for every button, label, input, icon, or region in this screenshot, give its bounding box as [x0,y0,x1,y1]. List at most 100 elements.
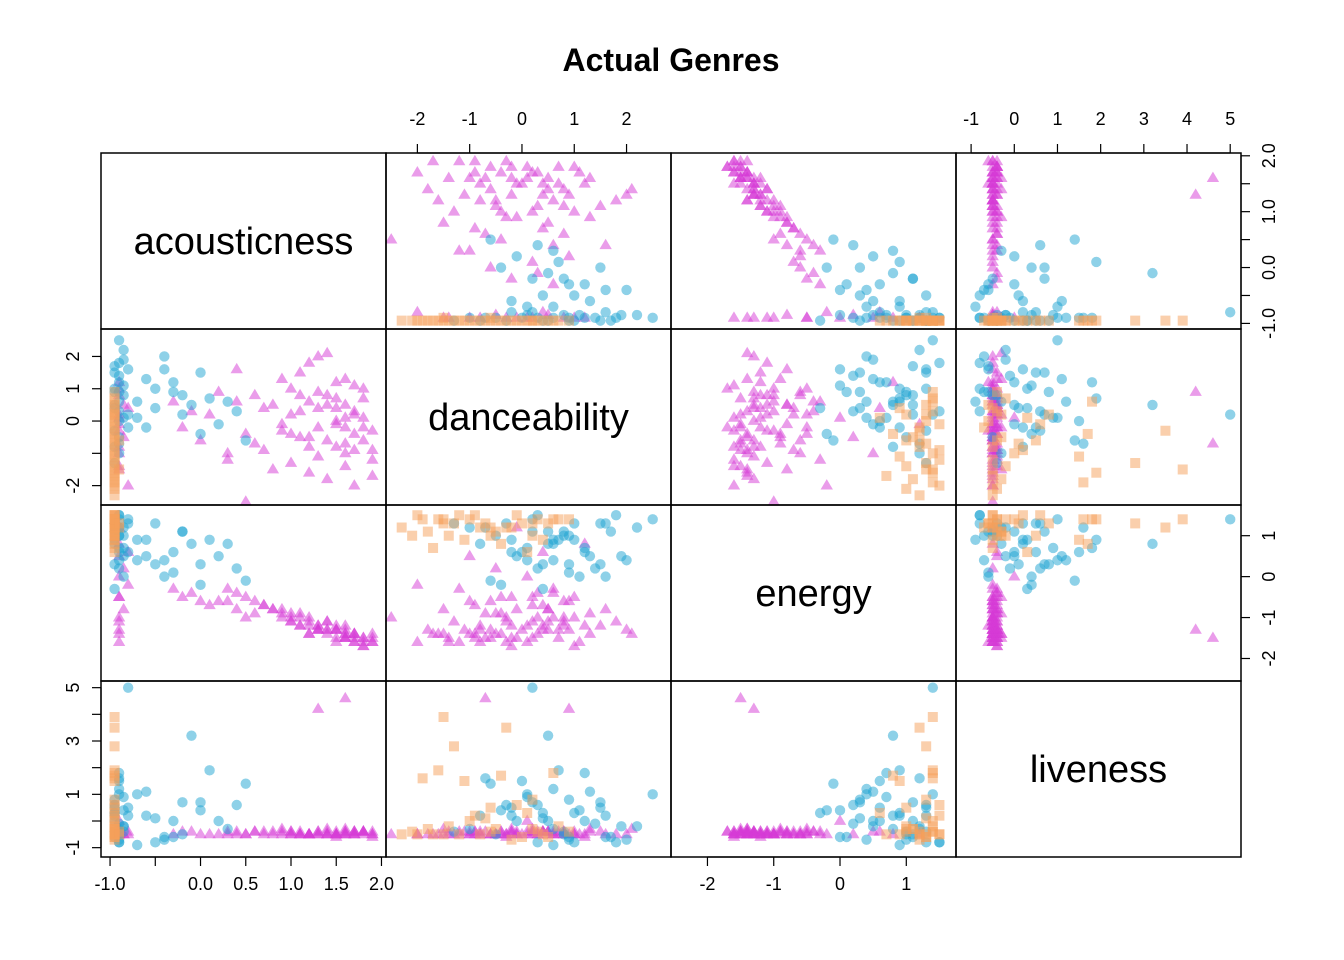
point-acousticness-vs-danceability [463,171,476,183]
point-energy-vs-danceability [552,631,565,642]
point-danceability-vs-acousticness [339,437,352,448]
point-liveness-vs-energy [934,837,945,848]
point-energy-vs-liveness [986,590,999,601]
point-danceability-vs-energy [747,385,761,396]
point-danceability-vs-energy [921,416,932,427]
point-liveness-vs-danceability [527,682,538,693]
point-energy-vs-acousticness [230,586,243,597]
point-acousticness-vs-danceability [464,315,475,326]
point-danceability-vs-energy [921,409,932,420]
point-acousticness-vs-liveness [1091,315,1102,326]
point-acousticness-vs-danceability [489,199,502,210]
point-energy-vs-liveness [990,635,1004,647]
point-danceability-vs-acousticness [311,450,325,461]
point-danceability-vs-liveness [1035,406,1046,417]
point-energy-vs-danceability [543,518,554,529]
point-acousticness-vs-danceability [454,315,465,326]
point-acousticness-vs-liveness [986,255,999,266]
top-liveness-tick-label: 3 [1139,109,1149,129]
point-danceability-vs-acousticness [168,377,179,388]
point-liveness-vs-energy [894,810,905,821]
point-danceability-vs-energy [813,395,827,406]
point-energy-vs-acousticness [168,546,179,558]
point-energy-vs-danceability [548,538,559,550]
point-liveness-vs-acousticness [168,831,179,843]
point-energy-vs-danceability [511,510,522,521]
point-energy-vs-danceability [564,514,575,525]
point-liveness-vs-acousticness [109,741,120,752]
point-liveness-vs-energy [760,827,774,839]
point-acousticness-vs-danceability [463,244,476,255]
point-acousticness-vs-danceability [620,188,633,199]
point-energy-vs-acousticness [118,542,129,554]
point-danceability-vs-energy [874,377,885,388]
point-liveness-vs-energy [861,834,872,845]
point-liveness-vs-energy [927,765,938,776]
point-liveness-vs-danceability [479,691,492,703]
left-danceability-tick-label: 2 [63,351,83,361]
right-acousticness-tick-label: 1.0 [1259,199,1279,224]
point-danceability-vs-acousticness [213,419,224,430]
point-acousticness-vs-energy [848,239,859,251]
point-danceability-vs-acousticness [131,412,143,424]
point-liveness-vs-acousticness [131,839,143,851]
point-liveness-vs-acousticness [177,797,188,808]
point-danceability-vs-energy [833,411,847,422]
point-acousticness-vs-liveness [1009,315,1020,326]
point-liveness-vs-acousticness [194,827,207,839]
point-energy-vs-danceability [495,579,507,591]
point-energy-vs-acousticness [112,615,126,626]
point-acousticness-vs-energy [794,227,807,238]
point-energy-vs-danceability [464,522,475,533]
point-danceability-vs-acousticness [284,456,298,467]
point-danceability-vs-acousticness [109,393,120,404]
point-danceability-vs-energy [834,364,846,375]
point-energy-vs-danceability [474,538,486,550]
point-liveness-vs-danceability [579,767,590,779]
point-danceability-vs-liveness [983,364,994,375]
point-liveness-vs-acousticness [150,837,161,848]
point-acousticness-vs-energy [741,193,754,205]
point-energy-vs-danceability [510,602,523,614]
point-acousticness-vs-danceability [548,245,559,256]
point-acousticness-vs-energy [920,290,932,301]
point-acousticness-vs-energy [901,315,912,326]
point-acousticness-vs-liveness [986,177,999,188]
point-energy-vs-acousticness [109,583,120,595]
point-liveness-vs-danceability [480,773,491,784]
point-energy-vs-danceability [532,514,543,525]
point-danceability-vs-liveness [1177,464,1188,475]
point-acousticness-vs-energy [800,311,814,322]
point-energy-vs-danceability [574,571,585,582]
point-liveness-vs-acousticness [311,702,325,713]
point-acousticness-vs-energy [741,311,754,322]
point-danceability-vs-acousticness [176,420,189,432]
point-danceability-vs-energy [754,420,767,432]
point-liveness-vs-energy [727,825,741,836]
point-energy-vs-acousticness [109,530,120,541]
bottom-energy-tick-label: 1 [901,874,911,894]
point-danceability-vs-energy [854,386,866,398]
point-danceability-vs-acousticness [118,354,129,365]
point-liveness-vs-acousticness [109,800,120,810]
point-liveness-vs-energy [921,813,932,824]
point-danceability-vs-liveness [987,441,998,452]
left-liveness-tick-label: 5 [63,683,83,693]
point-acousticness-vs-liveness [1009,251,1020,262]
point-acousticness-vs-liveness [1160,315,1171,326]
point-danceability-vs-liveness [987,490,998,501]
point-danceability-vs-acousticness [159,351,170,362]
top-liveness-tick-label: -1 [963,109,979,129]
point-danceability-vs-acousticness [195,367,206,378]
point-liveness-vs-acousticness [222,823,233,835]
top-liveness-tick-label: 2 [1096,109,1106,129]
point-energy-vs-acousticness [195,579,206,591]
point-energy-vs-liveness [1000,550,1011,562]
point-liveness-vs-danceability [589,818,601,829]
point-danceability-vs-liveness [974,406,985,417]
point-danceability-vs-energy [927,335,939,346]
point-liveness-vs-acousticness [113,783,125,795]
point-acousticness-vs-danceability [473,177,487,188]
point-acousticness-vs-danceability [421,182,435,194]
point-liveness-vs-danceability [438,712,449,722]
